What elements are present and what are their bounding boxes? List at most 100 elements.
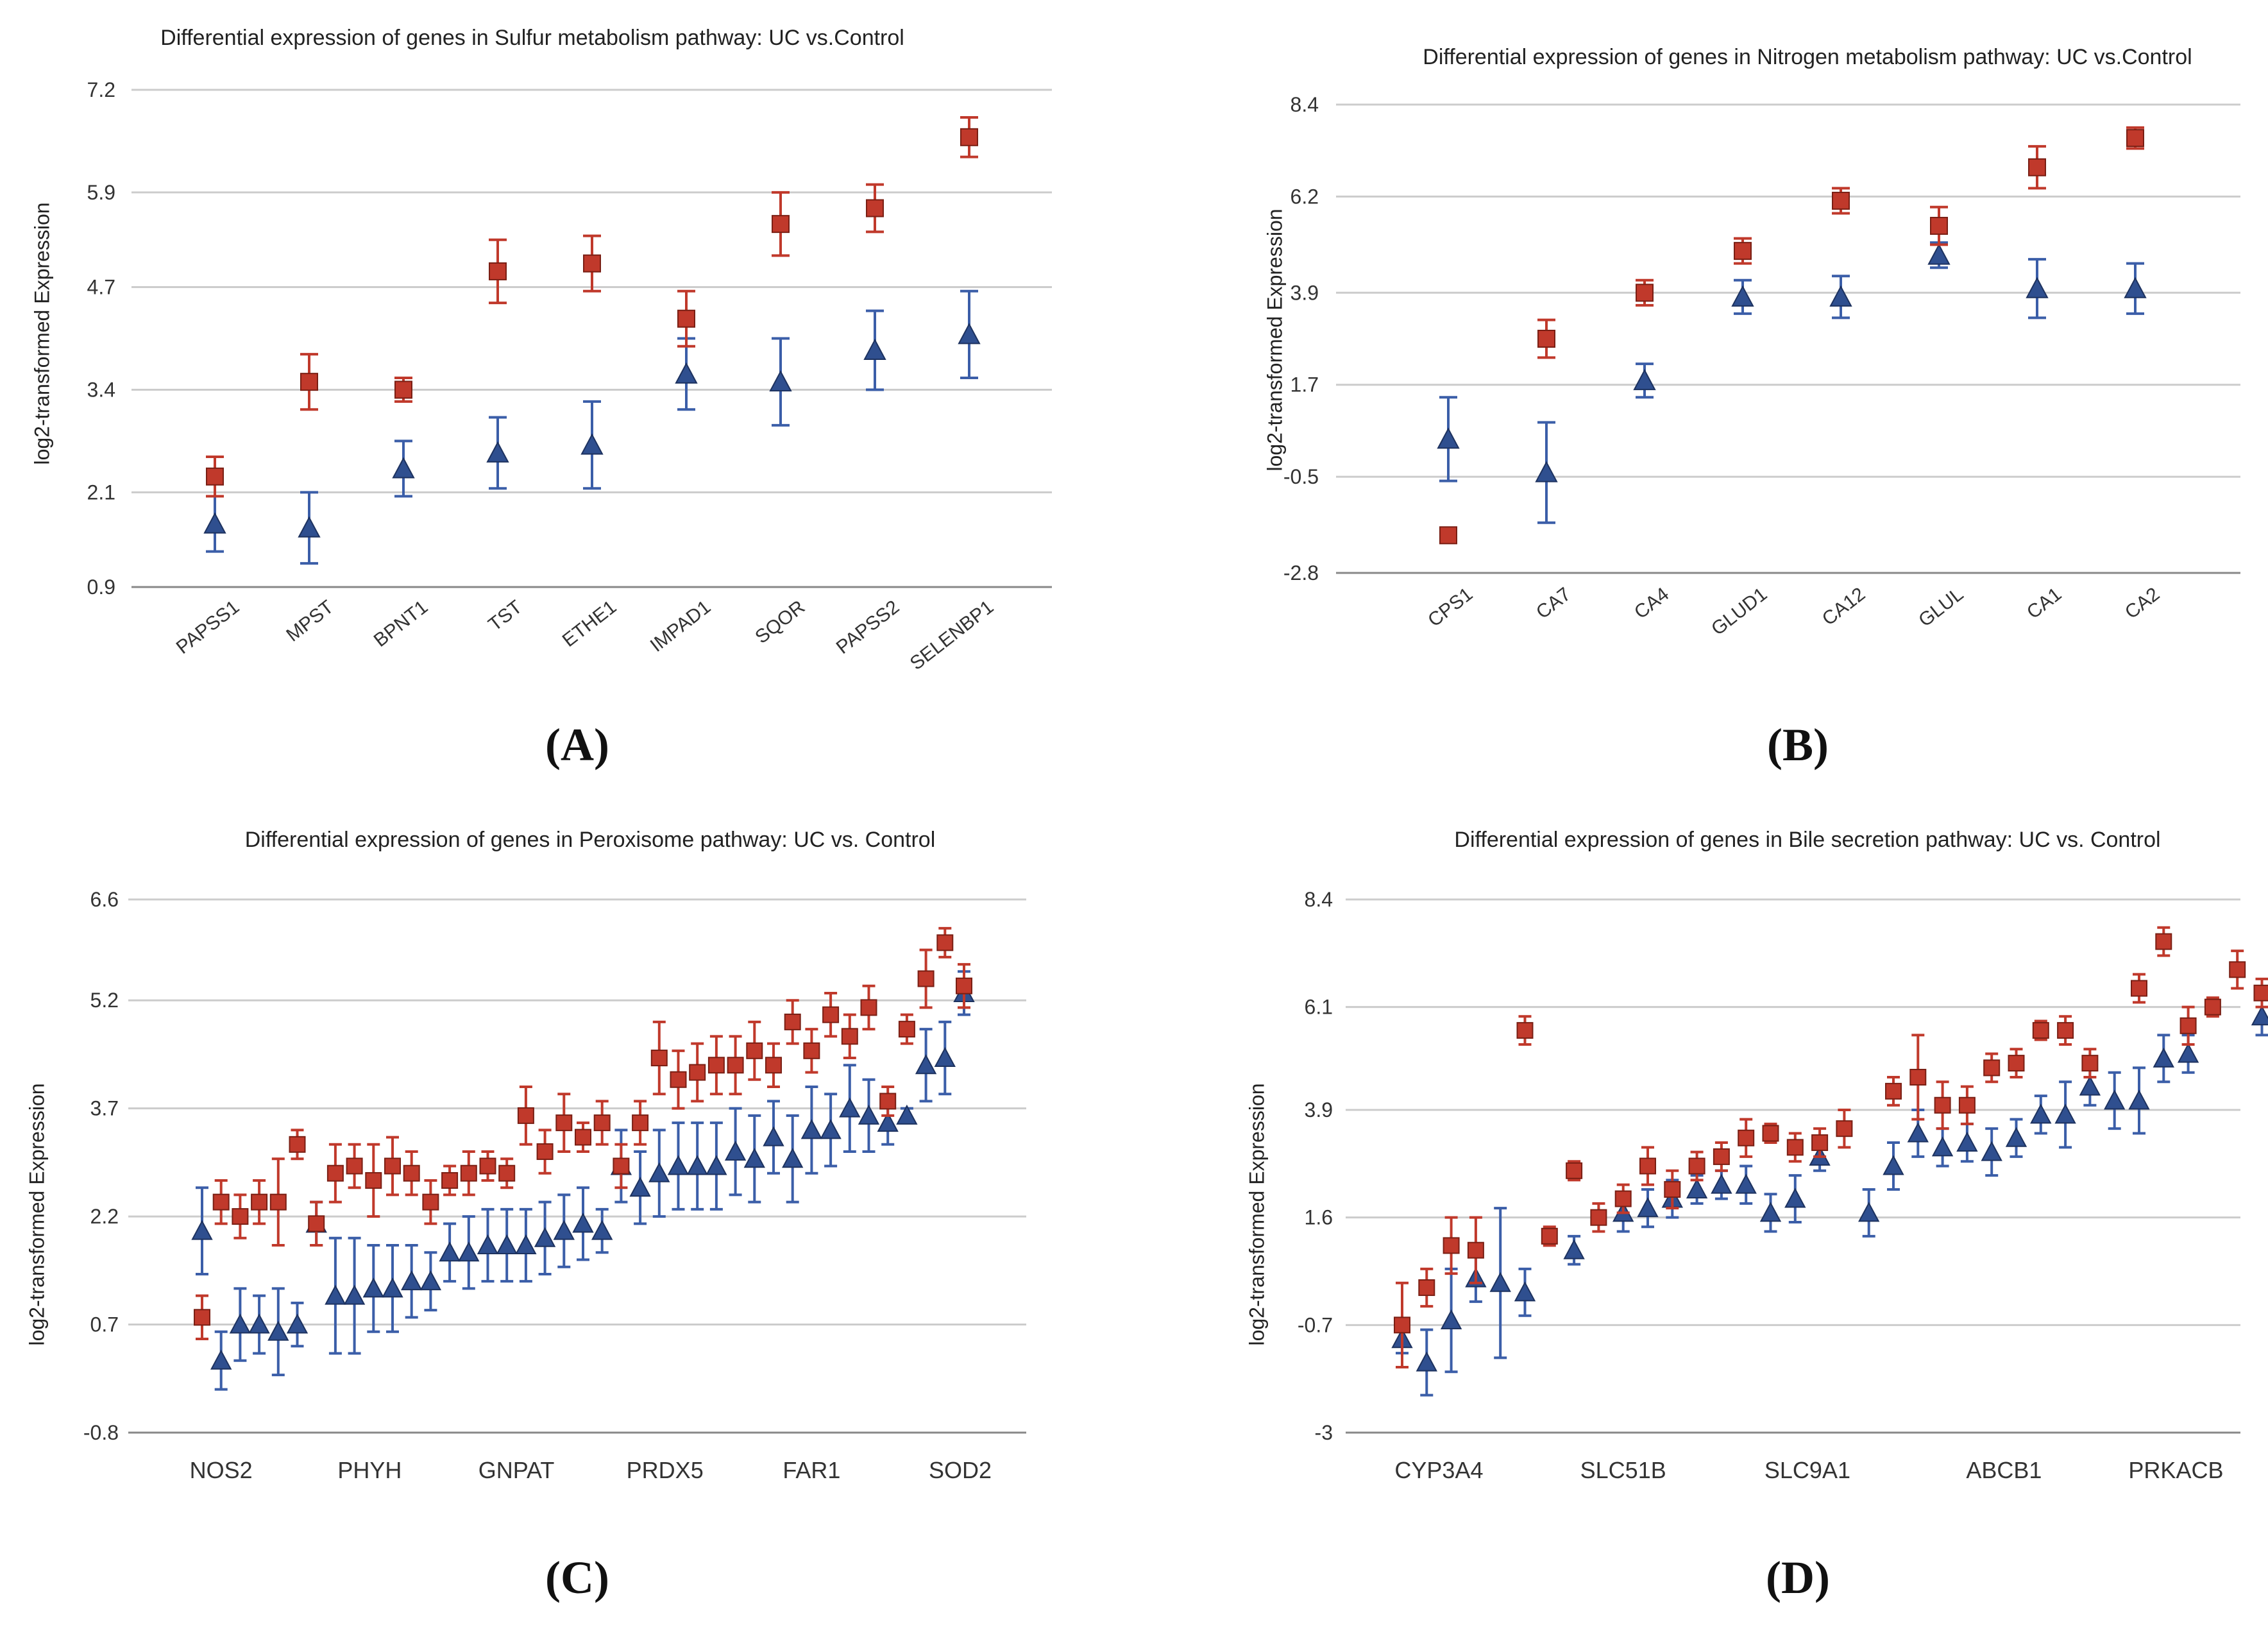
uc-point: [479, 1150, 496, 1182]
uc-point: [583, 234, 601, 293]
y-tick-label: 4.7: [87, 276, 115, 299]
control-point: [298, 491, 321, 565]
uc-point: [1439, 526, 1457, 545]
uc-point: [1516, 1015, 1534, 1046]
uc-point: [232, 1193, 249, 1239]
control-point: [1514, 1267, 1536, 1317]
uc-point: [2229, 950, 2246, 990]
control-point: [2030, 1095, 2052, 1135]
chart-plot-area: 8.4 6.1 3.9 1.6 -0.7 -3 CYP3A4 SLC51B SLC9A1 ABCB…: [1298, 888, 2268, 1483]
control-point: [958, 289, 981, 380]
uc-point: [384, 1136, 401, 1197]
y-tick-label: -0.8: [83, 1421, 119, 1444]
control-point: [343, 1236, 366, 1355]
uc-point: [2204, 996, 2221, 1018]
chart-panel-d: Differential expression of genes in Bile…: [1134, 814, 2268, 1627]
control-point: [769, 337, 792, 427]
x-tick-label: PRDX5: [627, 1457, 704, 1483]
control-point: [267, 1287, 289, 1377]
x-tick-label: SOD2: [929, 1457, 992, 1483]
control-point: [591, 1207, 613, 1254]
uc-point: [536, 1129, 554, 1175]
uc-point: [1738, 1118, 1755, 1158]
control-point: [782, 1114, 804, 1204]
control-point: [486, 416, 509, 490]
uc-point: [2253, 977, 2268, 1009]
y-tick-label: -2.8: [1283, 561, 1319, 584]
uc-point: [498, 1157, 516, 1189]
uc-point: [1394, 1281, 1410, 1368]
y-tick-label: 8.4: [1291, 93, 1319, 116]
y-tick-label: 6.2: [1291, 185, 1319, 208]
control-point: [1883, 1141, 1904, 1191]
control-point: [1535, 421, 1558, 524]
control-point: [1931, 1127, 1954, 1168]
control-point: [1858, 1188, 1880, 1238]
uc-point: [575, 1121, 591, 1154]
control-point: [1711, 1169, 1732, 1200]
y-tick-label: 2.2: [90, 1205, 119, 1228]
control-point: [1731, 278, 1754, 315]
control-point: [362, 1244, 384, 1333]
uc-point: [346, 1143, 363, 1189]
control-point: [2005, 1118, 2027, 1158]
uc-point: [1566, 1160, 1583, 1182]
x-tick-label: GLUL: [1915, 584, 1967, 631]
x-tick-label: IMPAD1: [647, 597, 715, 656]
uc-point: [1590, 1202, 1607, 1233]
x-tick-label: CPS1: [1424, 584, 1477, 631]
control-point: [439, 1222, 461, 1283]
control-point: [1956, 1122, 1978, 1163]
y-tick-label: -0.7: [1298, 1313, 1333, 1336]
y-tick-label: 1.6: [1305, 1206, 1333, 1229]
x-tick-label: ABCB1: [1966, 1457, 2042, 1483]
control-point: [2153, 1034, 2174, 1084]
control-point: [580, 400, 604, 490]
y-tick-label: 6.6: [90, 888, 119, 911]
uc-point: [1734, 237, 1752, 265]
uc-point: [422, 1179, 439, 1225]
y-tick-label: 2.1: [87, 481, 115, 504]
control-point: [515, 1207, 537, 1283]
x-tick-label: CA4: [1630, 584, 1673, 624]
chart-panel-b: Differential expression of genes in Nitr…: [1134, 0, 2268, 814]
x-tick-label: SQOR: [751, 597, 809, 648]
uc-point: [308, 1200, 325, 1247]
control-point: [2128, 1066, 2150, 1135]
chart-title: Differential expression of genes in Bile…: [1454, 828, 2161, 852]
control-point: [203, 495, 226, 553]
uc-point: [1836, 1109, 1853, 1149]
control-point: [286, 1301, 309, 1348]
y-tick-label: 6.1: [1305, 996, 1333, 1019]
uc-point: [2131, 973, 2147, 1004]
control-point: [934, 1020, 956, 1096]
chart-title: Differential expression of genes in Pero…: [244, 828, 936, 852]
control-point: [419, 1251, 442, 1312]
uc-point: [1418, 1267, 1435, 1308]
uc-point: [841, 1013, 858, 1060]
uc-point: [517, 1085, 534, 1146]
control-point: [2124, 262, 2147, 315]
y-tick-label: 3.7: [90, 1097, 119, 1120]
x-tick-label: SLC9A1: [1764, 1457, 1850, 1483]
uc-point: [1713, 1141, 1730, 1172]
uc-point: [441, 1164, 459, 1197]
uc-point: [677, 289, 695, 348]
uc-point: [822, 991, 840, 1038]
uc-point: [2081, 1048, 2099, 1078]
x-tick-label: BPNT1: [370, 597, 432, 652]
control-point: [2104, 1071, 2126, 1130]
uc-point: [1811, 1127, 1829, 1158]
x-tick-label: CA7: [1532, 584, 1575, 624]
control-point: [1829, 275, 1852, 319]
x-tick-label: FAR1: [783, 1457, 840, 1483]
uc-point: [860, 984, 877, 1031]
control-point: [534, 1200, 556, 1275]
uc-point: [1537, 318, 1555, 359]
uc-point: [1636, 278, 1654, 307]
uc-point: [650, 1020, 668, 1096]
control-point: [553, 1193, 575, 1268]
uc-point: [269, 1157, 287, 1247]
uc-point: [803, 1028, 820, 1074]
uc-point: [365, 1143, 382, 1218]
